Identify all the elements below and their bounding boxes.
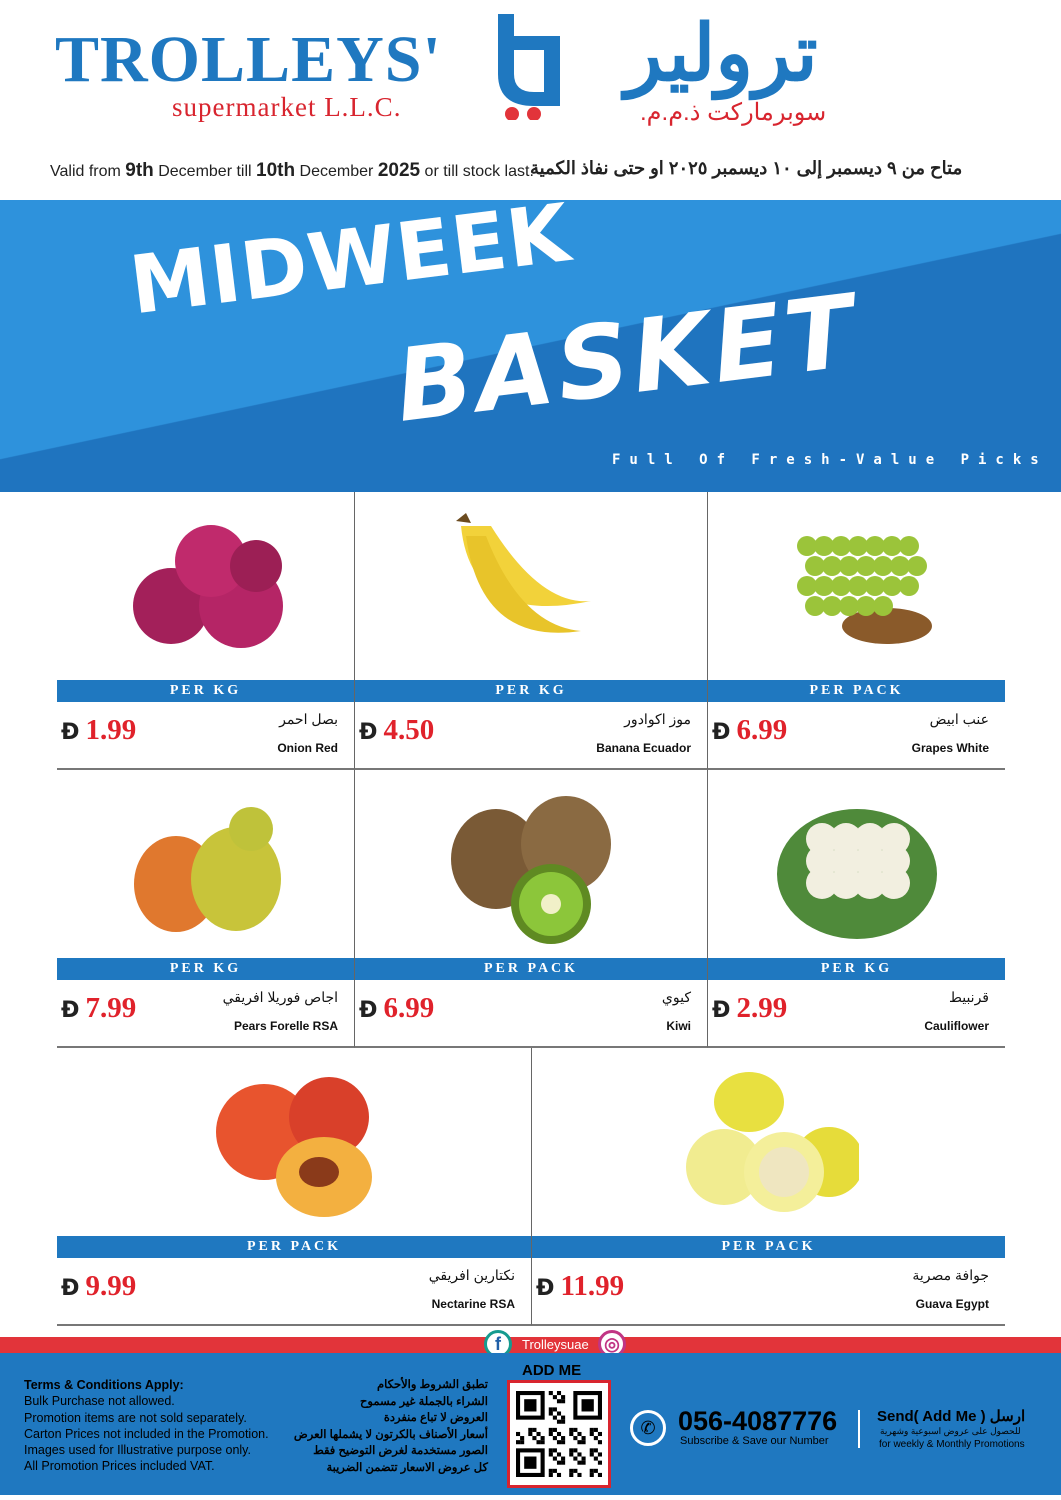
price: Đ 9.99	[61, 1270, 137, 1302]
product-name-english: Grapes White	[911, 741, 989, 755]
product-name-arabic: كيوي	[661, 989, 691, 1005]
product-name-arabic: قرنبيط	[948, 989, 989, 1005]
send-subtitle-arabic: للحصول على عروض اسبوعية وشهرية	[880, 1426, 1021, 1436]
product-card[interactable]: PER KG Đ 2.99 قرنبيط Cauliflower	[708, 770, 1005, 1048]
social-handle[interactable]: Trolleysuae	[522, 1337, 589, 1352]
price: Đ 1.99	[61, 714, 137, 746]
qr-code-icon	[516, 1391, 602, 1477]
add-me-label: ADD ME	[522, 1362, 582, 1379]
product-image-7	[685, 1072, 859, 1212]
product-name-arabic: اجاص فوريلا افريقي	[222, 989, 338, 1005]
logo-english: TROLLEYS'	[55, 23, 442, 96]
validity-english: Valid from 9th December till 10th Decemb…	[50, 160, 534, 181]
dirham-icon: Đ	[712, 720, 731, 745]
unit-label: PER KG	[57, 958, 354, 980]
product-image-5	[776, 809, 937, 939]
price: Đ 4.50	[359, 714, 435, 746]
logo-arabic-subtitle: سوبرماركت ذ.م.م.	[640, 99, 827, 126]
unit-label: PER PACK	[532, 1236, 1005, 1258]
price: Đ 6.99	[359, 992, 435, 1024]
terms-arabic: تطبق الشروط والأحكام الشراء بالجملة غير م…	[293, 1379, 488, 1474]
banner-tagline: Full Of Fresh-Value Picks	[612, 452, 1048, 468]
product-card[interactable]: PER PACK Đ 6.99 عنب ابيض Grapes White	[708, 492, 1005, 770]
phone-subtitle: Subscribe & Save our Number	[680, 1435, 829, 1447]
dirham-icon: Đ	[359, 720, 378, 745]
product-name-english: Guava Egypt	[915, 1297, 989, 1311]
terms-english: Terms & Conditions Apply: Bulk Purchase …	[24, 1378, 269, 1474]
divider	[858, 1410, 860, 1448]
product-name-english: Nectarine RSA	[431, 1297, 515, 1311]
unit-label: PER PACK	[708, 680, 1005, 702]
dirham-icon: Đ	[61, 720, 80, 745]
product-image-2	[796, 536, 932, 644]
unit-label: PER PACK	[355, 958, 707, 980]
logo-mark-icon	[498, 14, 560, 120]
product-image-0	[132, 525, 283, 648]
product-name-arabic: بصل احمر	[279, 711, 338, 727]
product-name-english: Banana Ecuador	[596, 741, 691, 755]
price: Đ 2.99	[712, 992, 788, 1024]
product-card[interactable]: PER KG Đ 4.50 موز اكوادور Banana Ecuador	[355, 492, 708, 770]
qr-code[interactable]	[507, 1380, 611, 1488]
validity-arabic: متاح من ٩ ديسمبر إلى ١٠ ديسمبر ٢٠٢٥ او ح…	[530, 158, 963, 178]
product-name-english: Kiwi	[666, 1019, 691, 1033]
dirham-icon: Đ	[61, 998, 80, 1023]
product-name-arabic: عنب ابيض	[929, 711, 989, 727]
logo-english-subtitle: supermarket L.L.C.	[172, 92, 402, 122]
product-image-4	[451, 796, 611, 944]
price: Đ 6.99	[712, 714, 788, 746]
dirham-icon: Đ	[61, 1276, 80, 1301]
dirham-icon: Đ	[712, 998, 731, 1023]
product-card[interactable]: PER PACK Đ 9.99 نكتارين افريقي Nectarine …	[57, 1048, 532, 1326]
send-add-me-label: Send( Add Me ) ارسل	[877, 1408, 1026, 1425]
product-card[interactable]: PER KG Đ 1.99 بصل احمر Onion Red	[57, 492, 355, 770]
unit-label: PER KG	[708, 958, 1005, 980]
product-name-arabic: نكتارين افريقي	[428, 1267, 515, 1283]
unit-label: PER KG	[57, 680, 354, 702]
price: Đ 11.99	[536, 1270, 625, 1302]
product-card[interactable]: PER PACK Đ 6.99 كيوي Kiwi	[355, 770, 708, 1048]
unit-label: PER PACK	[57, 1236, 531, 1258]
product-image-6	[216, 1077, 372, 1217]
promo-banner	[0, 200, 1061, 492]
price: Đ 7.99	[61, 992, 137, 1024]
product-name-english: Pears Forelle RSA	[233, 1019, 338, 1033]
product-name-english: Onion Red	[277, 741, 338, 755]
whatsapp-icon[interactable]: ✆	[630, 1410, 666, 1446]
unit-label: PER KG	[355, 680, 707, 702]
social-strip	[0, 1337, 1061, 1353]
product-name-arabic: موز اكوادور	[624, 711, 691, 727]
product-card[interactable]: PER PACK Đ 11.99 جوافة مصرية Guava Egypt	[532, 1048, 1005, 1326]
logo-arabic: ترولير	[625, 9, 818, 97]
dirham-icon: Đ	[359, 998, 378, 1023]
product-name-english: Cauliflower	[924, 1019, 989, 1033]
product-image-3	[133, 807, 281, 932]
product-card[interactable]: PER KG Đ 7.99 اجاص فوريلا افريقي Pears Fo…	[57, 770, 355, 1048]
whatsapp-number[interactable]: 056-4087776	[678, 1406, 838, 1436]
instagram-icon[interactable]: ◎	[598, 1330, 626, 1358]
product-image-1	[456, 513, 591, 633]
send-subtitle-english: for weekly & Monthly Promotions	[879, 1439, 1025, 1450]
dirham-icon: Đ	[536, 1276, 555, 1301]
product-name-arabic: جوافة مصرية	[912, 1267, 989, 1283]
